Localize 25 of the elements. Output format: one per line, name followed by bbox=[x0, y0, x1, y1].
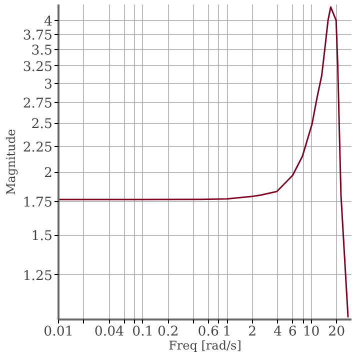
x-tick-label: 0.01 bbox=[44, 324, 74, 340]
y-tick-label: 1.75 bbox=[22, 195, 53, 210]
x-tick-label: 0.2 bbox=[158, 324, 179, 340]
x-tick-label: 0.04 bbox=[94, 324, 124, 340]
y-tick-label: 2 bbox=[44, 166, 53, 182]
y-tick-label: 3 bbox=[44, 77, 53, 92]
y-axis-title: Magnitude bbox=[4, 128, 18, 196]
x-tick-label: 20 bbox=[328, 324, 346, 340]
x-tick-label: 6 bbox=[288, 324, 297, 340]
y-tick-label: 3.75 bbox=[22, 28, 53, 44]
x-tick-label: 0.1 bbox=[132, 324, 154, 340]
x-tick-label: 0.6 bbox=[198, 324, 219, 340]
y-tick-label: 3.25 bbox=[22, 60, 53, 75]
x-tick-label: 4 bbox=[274, 324, 282, 340]
x-axis-title: Freq [rad/s] bbox=[168, 338, 242, 352]
x-tick-label: 10 bbox=[302, 324, 320, 340]
y-tick-label: 1.5 bbox=[31, 229, 53, 244]
y-tick-label: 4 bbox=[44, 14, 53, 30]
x-tick-label: 2 bbox=[248, 324, 257, 340]
x-tick-label: 1 bbox=[222, 324, 232, 340]
y-tick-label: 2.25 bbox=[22, 140, 53, 156]
y-tick-label: 3.5 bbox=[31, 44, 53, 59]
y-tick-label: 2.75 bbox=[22, 96, 53, 112]
y-tick-label: 2.5 bbox=[31, 117, 53, 132]
y-tick-label: 1.25 bbox=[22, 268, 53, 284]
